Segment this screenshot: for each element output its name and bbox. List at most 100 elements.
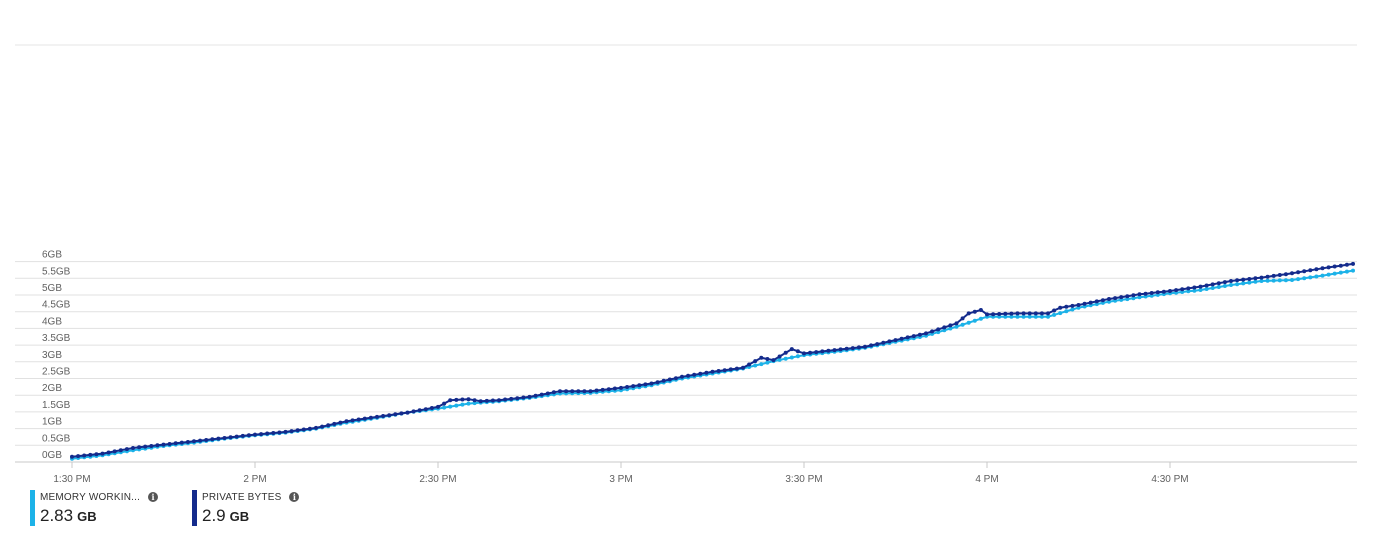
data-point[interactable] bbox=[1052, 308, 1057, 313]
data-point[interactable] bbox=[1277, 273, 1282, 277]
data-point[interactable] bbox=[198, 438, 203, 443]
data-point[interactable] bbox=[1210, 282, 1215, 287]
data-point[interactable] bbox=[478, 399, 483, 404]
data-point[interactable] bbox=[1302, 276, 1307, 281]
data-point[interactable] bbox=[954, 324, 959, 329]
data-point[interactable] bbox=[1137, 292, 1142, 297]
data-point[interactable] bbox=[1058, 305, 1063, 310]
data-point[interactable] bbox=[143, 444, 148, 449]
data-point[interactable] bbox=[1192, 288, 1197, 293]
data-point[interactable] bbox=[1283, 278, 1288, 283]
data-point[interactable] bbox=[1296, 277, 1301, 282]
data-point[interactable] bbox=[789, 347, 794, 352]
data-point[interactable] bbox=[899, 336, 904, 341]
data-point[interactable] bbox=[411, 409, 416, 414]
data-point[interactable] bbox=[594, 388, 599, 393]
data-point[interactable] bbox=[70, 454, 74, 459]
data-point[interactable] bbox=[1186, 289, 1191, 294]
data-point[interactable] bbox=[1216, 281, 1221, 286]
data-point[interactable] bbox=[490, 398, 495, 403]
data-point[interactable] bbox=[472, 401, 477, 406]
data-point[interactable] bbox=[1125, 294, 1130, 299]
data-point[interactable] bbox=[942, 325, 947, 330]
data-point[interactable] bbox=[1113, 296, 1118, 301]
data-point[interactable] bbox=[1222, 280, 1227, 285]
data-point[interactable] bbox=[1320, 273, 1325, 278]
data-point[interactable] bbox=[759, 362, 764, 367]
data-point[interactable] bbox=[1344, 269, 1349, 274]
data-point[interactable] bbox=[722, 368, 727, 373]
data-point[interactable] bbox=[1131, 293, 1136, 298]
data-point[interactable] bbox=[448, 404, 453, 409]
data-point[interactable] bbox=[76, 454, 81, 459]
data-point[interactable] bbox=[1314, 274, 1319, 279]
data-point[interactable] bbox=[777, 357, 782, 362]
data-point[interactable] bbox=[710, 369, 715, 374]
data-point[interactable] bbox=[460, 397, 465, 402]
data-point[interactable] bbox=[1064, 309, 1069, 314]
data-point[interactable] bbox=[600, 387, 605, 392]
data-point[interactable] bbox=[454, 403, 459, 408]
data-point[interactable] bbox=[1338, 270, 1343, 275]
data-point[interactable] bbox=[1052, 312, 1057, 317]
data-point[interactable] bbox=[558, 389, 562, 394]
data-point[interactable] bbox=[497, 398, 501, 403]
data-point[interactable] bbox=[393, 412, 398, 417]
data-point[interactable] bbox=[1009, 311, 1014, 316]
data-point[interactable] bbox=[289, 429, 294, 434]
data-point[interactable] bbox=[930, 329, 935, 334]
data-point[interactable] bbox=[1064, 304, 1069, 309]
data-point[interactable] bbox=[240, 433, 245, 438]
data-point[interactable] bbox=[1204, 287, 1209, 291]
data-point[interactable] bbox=[1027, 314, 1032, 319]
data-point[interactable] bbox=[503, 397, 508, 402]
data-point[interactable] bbox=[515, 396, 520, 401]
data-point[interactable] bbox=[826, 348, 831, 353]
data-point[interactable] bbox=[795, 349, 800, 354]
data-point[interactable] bbox=[429, 406, 434, 410]
data-point[interactable] bbox=[661, 378, 666, 383]
data-point[interactable] bbox=[1186, 286, 1191, 291]
info-icon[interactable]: i bbox=[289, 492, 300, 502]
data-point[interactable] bbox=[1247, 280, 1252, 285]
data-point[interactable] bbox=[625, 385, 630, 389]
data-point[interactable] bbox=[960, 322, 965, 327]
data-point[interactable] bbox=[442, 405, 447, 410]
data-point[interactable] bbox=[307, 426, 312, 431]
data-point[interactable] bbox=[612, 386, 617, 391]
data-point[interactable] bbox=[338, 420, 343, 425]
data-point[interactable] bbox=[1021, 314, 1026, 319]
data-point[interactable] bbox=[795, 354, 800, 359]
data-point[interactable] bbox=[1058, 311, 1063, 316]
data-point[interactable] bbox=[905, 335, 910, 340]
data-point[interactable] bbox=[1271, 273, 1276, 278]
data-point[interactable] bbox=[972, 309, 977, 314]
data-point[interactable] bbox=[124, 447, 129, 452]
data-point[interactable] bbox=[863, 344, 867, 349]
data-point[interactable] bbox=[356, 417, 361, 422]
data-point[interactable] bbox=[405, 410, 410, 415]
data-point[interactable] bbox=[911, 334, 916, 339]
data-point[interactable] bbox=[301, 427, 306, 432]
data-point[interactable] bbox=[783, 356, 788, 361]
data-point[interactable] bbox=[960, 316, 965, 321]
data-point[interactable] bbox=[277, 430, 282, 435]
data-point[interactable] bbox=[765, 360, 770, 365]
legend-private-bytes[interactable]: PRIVATE BYTES i 2.9 GB bbox=[192, 490, 300, 530]
data-point[interactable] bbox=[234, 434, 239, 439]
data-point[interactable] bbox=[112, 449, 117, 454]
data-point[interactable] bbox=[1296, 270, 1301, 275]
data-point[interactable] bbox=[1015, 311, 1020, 316]
data-point[interactable] bbox=[619, 385, 623, 390]
data-point[interactable] bbox=[1326, 272, 1331, 277]
data-point[interactable] bbox=[100, 451, 105, 456]
data-point[interactable] bbox=[332, 421, 337, 426]
data-point[interactable] bbox=[137, 445, 142, 450]
data-point[interactable] bbox=[850, 346, 855, 351]
data-point[interactable] bbox=[820, 349, 825, 354]
info-icon[interactable]: i bbox=[148, 492, 159, 502]
data-point[interactable] bbox=[539, 392, 544, 397]
data-point[interactable] bbox=[667, 377, 672, 382]
data-point[interactable] bbox=[246, 433, 251, 438]
data-point[interactable] bbox=[1241, 277, 1246, 282]
